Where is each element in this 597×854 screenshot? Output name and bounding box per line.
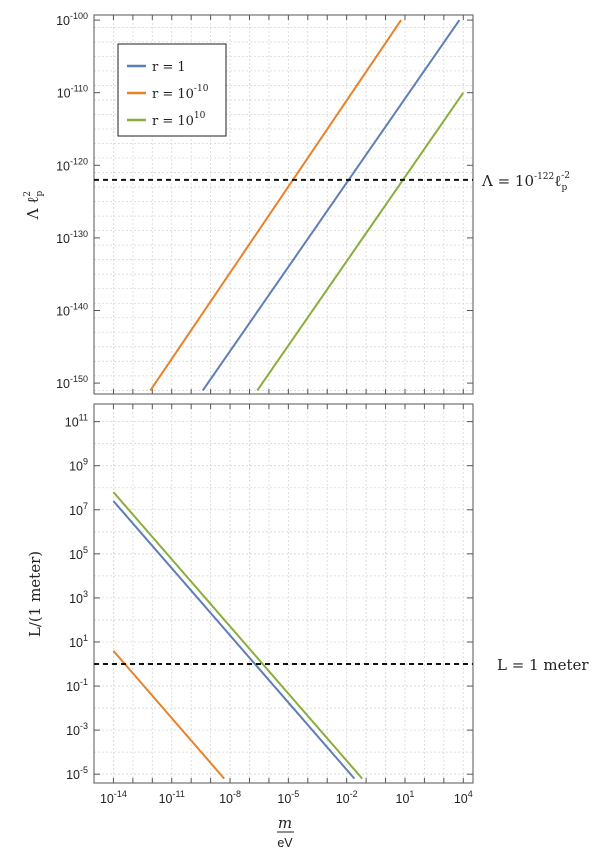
x-tick-label: 101 [396,789,415,806]
top-frame [93,14,474,395]
x-axis-label: m eV [277,814,294,850]
series-line-r-10-10 [112,650,225,780]
y-tick-label: 10-100 [56,11,88,28]
y-tick-label: 103 [69,589,88,606]
series-line-r-10-10 [256,92,465,391]
top-panel: 10-150 10-140 10-130 10-120 10-110 10-100 r = … [56,11,474,395]
x-tick-label: 10-14 [100,789,127,806]
series-line-r-10-10 [149,19,402,391]
series-line-r-1 [112,500,356,780]
series-line-r-10-10 [112,491,363,780]
axis-labels: Λ = 10-122ℓp-2 L = 1 meter Λ ℓp2 L/(1 meter… [23,171,589,850]
y-tick-label: 10-5 [66,765,88,782]
y-tick-label: 10-140 [56,302,88,319]
legend-entry: r = 1 [152,60,186,75]
x-tick-label: 10-8 [219,789,241,806]
y-tick-label: 10-150 [56,374,88,391]
y-tick-label: 101 [69,633,88,650]
legend-entry: r = 1010 [152,111,206,129]
svg-text:Λ ℓp2: Λ ℓp2 [23,190,45,220]
svg-text:eV: eV [277,836,293,850]
y-tick-label: 10-130 [56,229,88,246]
y-tick-label: 107 [69,501,88,518]
y-tick-label: 10-120 [56,156,88,173]
bottom-frame [93,403,474,784]
y-tick-label: 109 [69,457,88,474]
bottom-reference-label: L = 1 meter [497,656,589,674]
bottom-y-axis-label: L/(1 meter) [26,551,44,637]
top-reference-label: Λ = 10-122ℓp-2 [481,171,570,193]
x-tick-label: 10-11 [159,789,185,806]
bottom-grid [93,404,473,783]
y-tick-label: 105 [69,545,88,562]
svg-text:m: m [278,814,292,832]
y-tick-label: 10-1 [66,677,88,694]
x-tick-label: 10-5 [277,789,299,806]
y-tick-label: 10-110 [57,84,88,101]
bottom-panel: 10-5 10-3 10-1 101 103 105 107 109 1011 10-14 10-1… [65,403,474,806]
legend-entry: r = 10-10 [152,84,209,102]
series-line-r-1 [201,19,461,391]
y-tick-label: 1011 [65,413,88,430]
y-tick-label: 10-3 [66,721,88,738]
svg-text:L/(1 meter): L/(1 meter) [26,551,44,637]
x-tick-label: 104 [454,789,473,806]
top-y-axis-label: Λ ℓp2 [23,190,45,220]
x-tick-label: 10-2 [336,789,358,806]
legend: r = 1 r = 10-10 r = 1010 [117,43,227,137]
